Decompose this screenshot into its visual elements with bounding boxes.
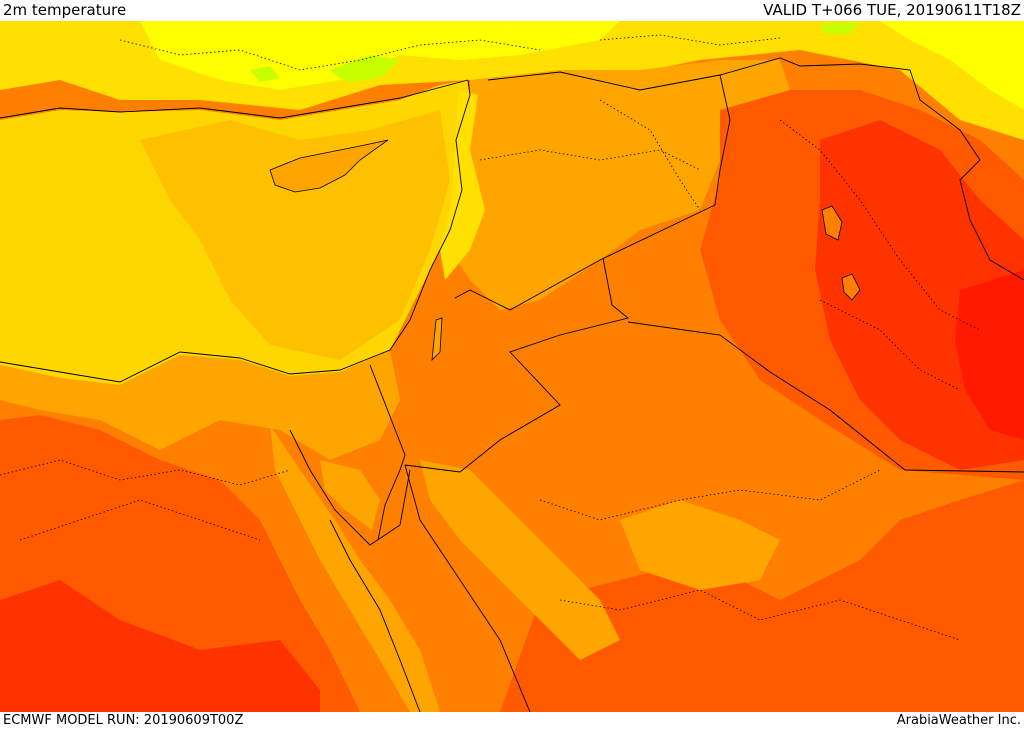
sea-amber-patches: [140, 110, 450, 360]
map-title: 2m temperature: [3, 1, 127, 19]
lake-habbaniyah: [841, 273, 861, 301]
country-borders: [0, 57, 1024, 712]
levant-amber-belt: [450, 60, 790, 310]
province-borders: [0, 34, 981, 641]
arabia-red-orange-south: [500, 480, 1024, 712]
credit-label: ArabiaWeather Inc.: [896, 713, 1021, 728]
model-run-label: ECMWF MODEL RUN: 20190609T00Z: [3, 713, 244, 728]
bright-yellow-ne: [880, 21, 1024, 110]
egypt-amber-band: [0, 350, 400, 460]
temperature-map[interactable]: [0, 21, 1024, 712]
header-bar: 2m temperature VALID T+066 TUE, 20190611…: [0, 0, 1024, 21]
kuwait-hot-red: [955, 270, 1024, 440]
map-canvas: [0, 21, 1024, 712]
arabia-amber-streaks: [420, 460, 620, 660]
dead-sea: [431, 317, 443, 362]
red-sea-coast-red: [0, 580, 320, 712]
arabia-amber-patch: [620, 500, 780, 590]
valid-time-label: VALID T+066 TUE, 20190611T18Z: [763, 1, 1021, 19]
cyprus-island: [269, 139, 389, 193]
lake-tharthar: [821, 205, 843, 241]
footer-bar: ECMWF MODEL RUN: 20190609T00Z ArabiaWeat…: [0, 712, 1024, 729]
coast-yellow-strip: [440, 90, 485, 280]
sinai-amber: [320, 460, 380, 530]
